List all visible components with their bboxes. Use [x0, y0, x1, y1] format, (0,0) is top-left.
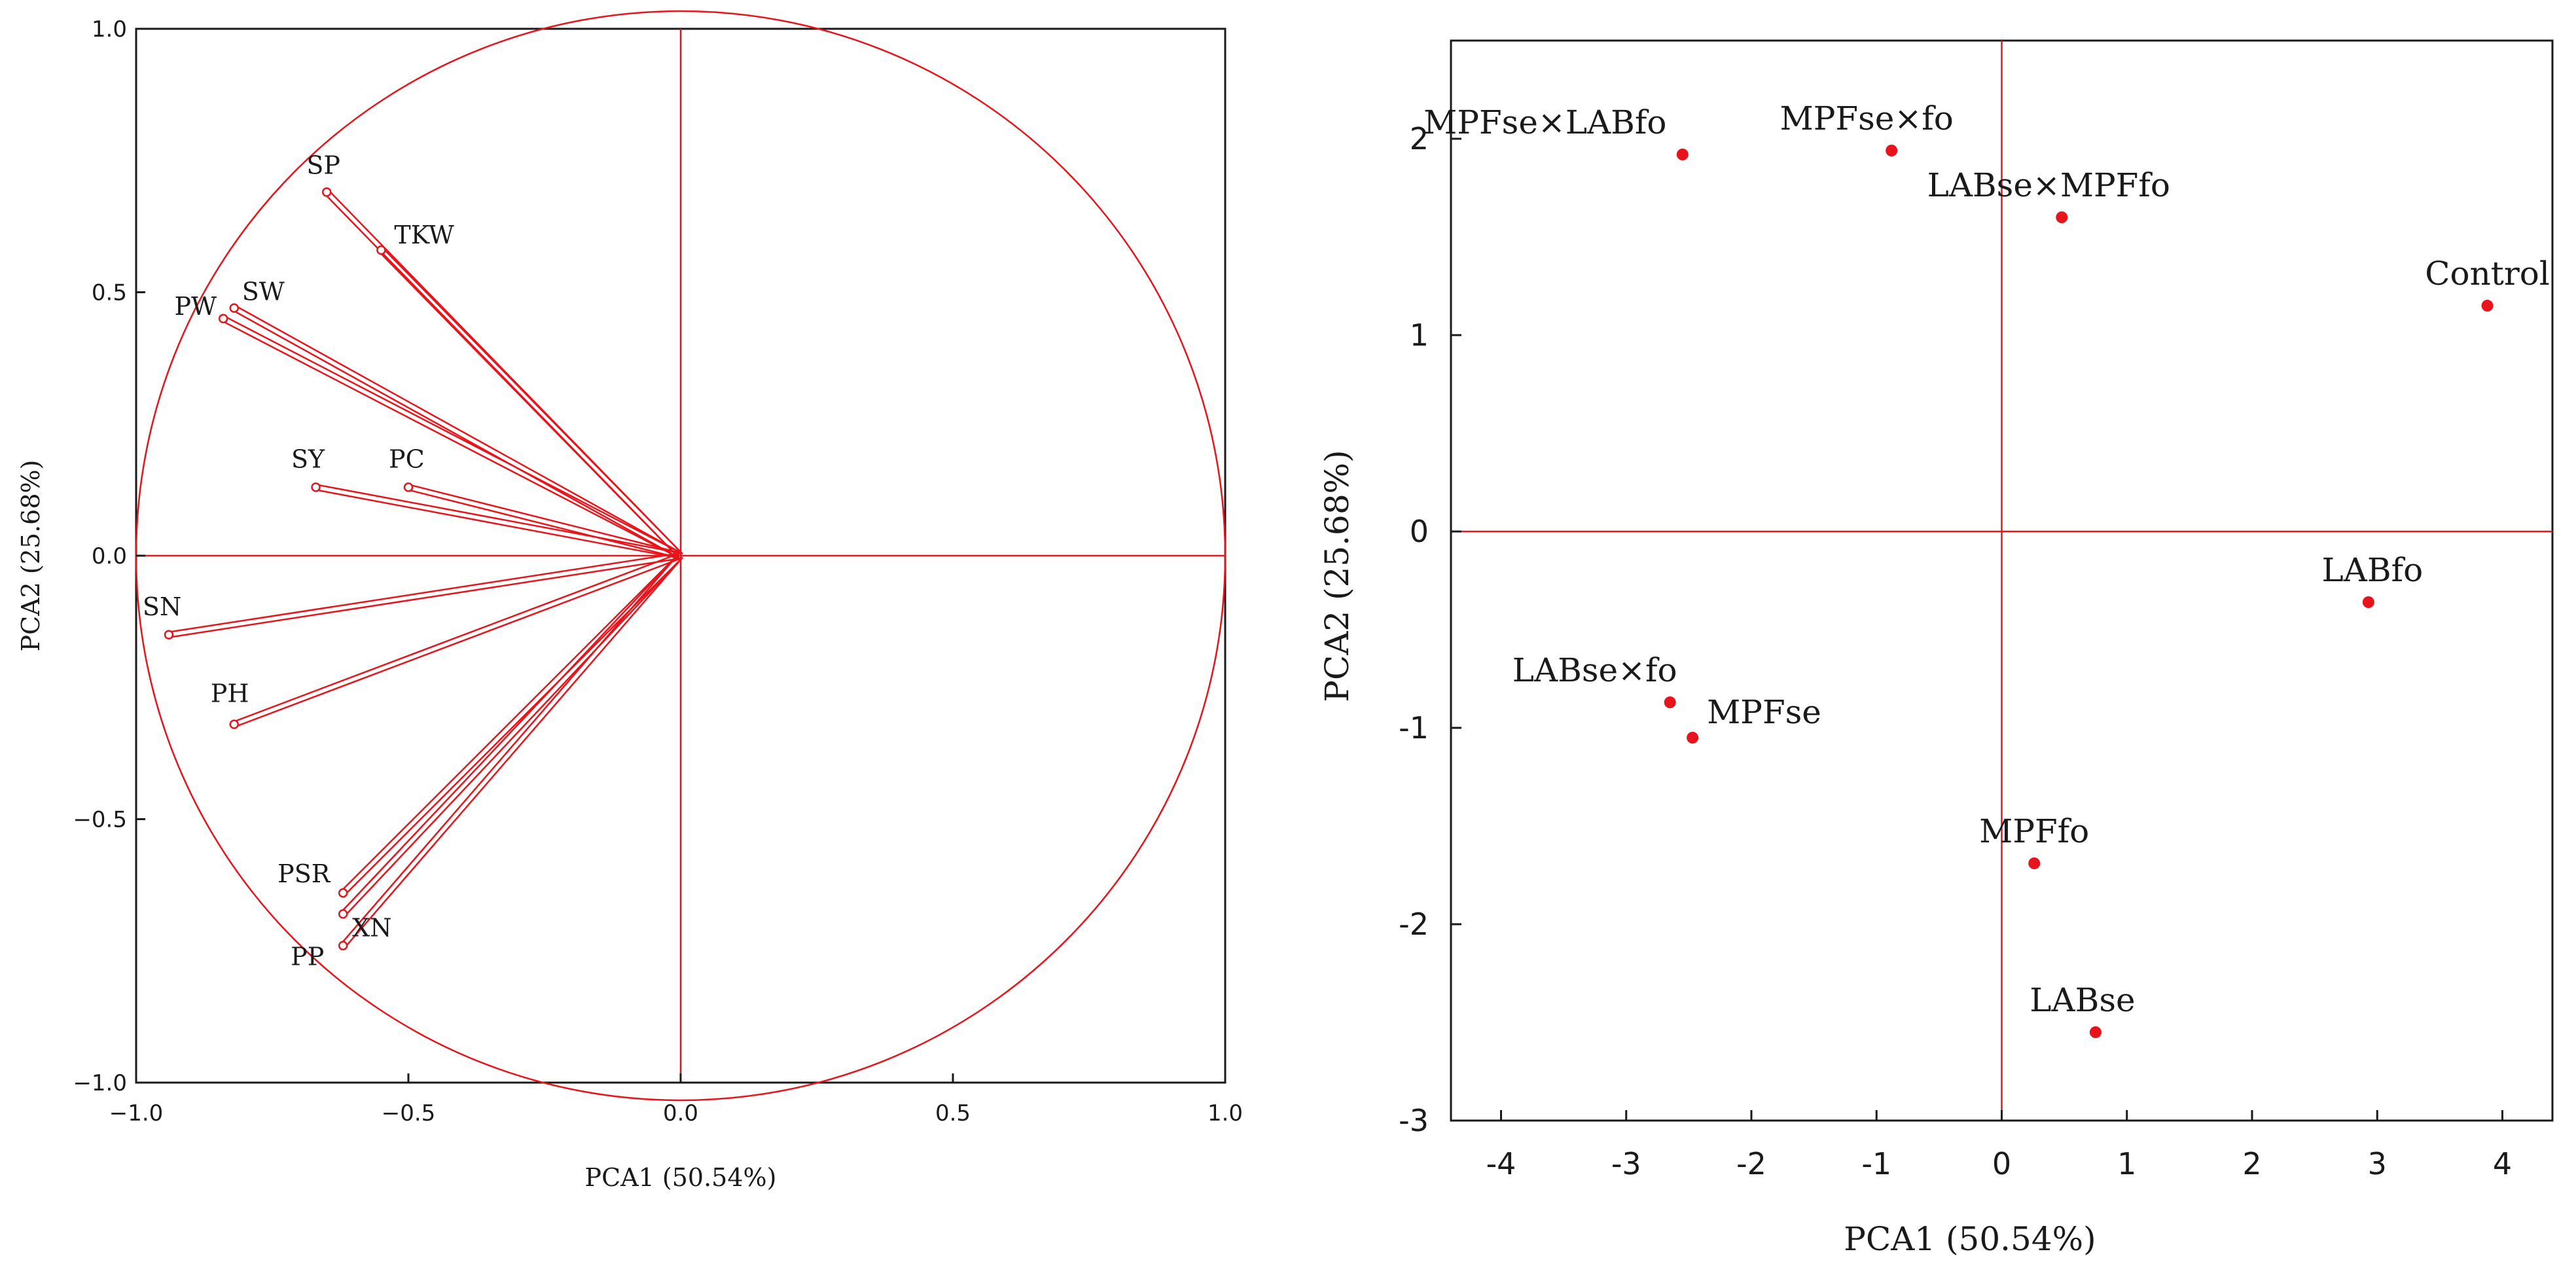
right-x-tick-label: -1: [1861, 1146, 1891, 1181]
left-y-axis-label: PCA2 (25.68%): [16, 460, 45, 652]
loading-vector-pp-edge: [344, 556, 683, 948]
right-x-tick-label: -4: [1486, 1146, 1516, 1181]
loading-vector-pw: [224, 315, 683, 554]
right-x-tick-label: -3: [1611, 1146, 1641, 1181]
loading-point-tkw: [376, 245, 386, 255]
score-label-labfo: LABfo: [2322, 551, 2424, 589]
loading-point-xn: [338, 909, 348, 919]
loading-vector-ph: [232, 552, 681, 723]
score-label-control: Control: [2425, 255, 2550, 293]
loading-point-sn: [164, 630, 174, 639]
loading-label-pc: PC: [389, 444, 425, 473]
loading-point-sw: [229, 303, 240, 313]
scores-chart: -4 -3 -2 -1 0 1 2 3 4 210-1-2-3 MPFse×LABfo MPFse…: [1318, 39, 2554, 1258]
loading-vector-xn: [340, 553, 679, 913]
right-x-tick-label: 0: [1992, 1146, 2011, 1181]
left-x-tick-label: −1.0: [109, 1100, 164, 1126]
right-x-tick-label: -2: [1736, 1146, 1766, 1181]
loading-vector-pc-edge: [407, 489, 681, 560]
score-point-labfo: [2362, 596, 2374, 608]
loading-vector-sw: [235, 305, 683, 554]
left-x-tick-label: −0.5: [382, 1100, 436, 1126]
loading-vector-sn-edge: [169, 557, 681, 638]
score-point-labse-fo: [1664, 696, 1676, 708]
left-y-tick-label: 0.5: [92, 280, 127, 306]
left-x-axis-label: PCA1 (50.54%): [585, 1163, 777, 1192]
right-x-tick-label: 4: [2493, 1146, 2512, 1181]
score-label-labse: LABse: [2030, 981, 2135, 1019]
loading-vector-pw-edge: [221, 320, 680, 559]
right-y-ticks: 2 1 0 -1 -2 -3: [1399, 121, 1461, 1138]
right-y-tick-label: 1: [1410, 317, 1429, 353]
loading-label-sp: SP: [306, 151, 340, 180]
loading-label-pp: PP: [291, 943, 324, 971]
loading-point-sp: [321, 187, 332, 197]
loading-label-psr: PSR: [277, 859, 331, 888]
score-label-mpffo: MPFfo: [1979, 812, 2089, 850]
loading-vectors: [164, 187, 683, 950]
loading-vector-pc: [408, 484, 682, 554]
loading-label-sy: SY: [291, 444, 325, 473]
left-y-tick-label: 1.0: [92, 16, 127, 43]
right-y-axis-label: PCA2 (25.68%): [1318, 450, 1356, 702]
loading-label-tkw: TKW: [394, 221, 454, 249]
loading-label-sn: SN: [143, 592, 181, 621]
loading-label-pw: PW: [174, 292, 217, 321]
loading-labels: SP TKW SW PW SY PC SN PH PSR XN PP: [143, 151, 454, 971]
loadings-chart: −1.0 −0.5 0.0 0.5 1.0 1.0 0.5 0.0 −0.5 −1.0 SP TK…: [16, 10, 1243, 1192]
score-point-labse-mpffo: [2056, 211, 2068, 223]
score-point-mpfse-labfo: [1676, 149, 1689, 160]
left-x-tick-label: 0.0: [663, 1100, 698, 1126]
loading-label-xn: XN: [352, 913, 391, 942]
right-y-tick-label: 2: [1410, 121, 1429, 156]
loading-point-pw: [218, 314, 228, 323]
left-y-tick-label: −0.5: [73, 807, 127, 833]
loading-vector-sw-edge: [232, 310, 680, 559]
left-y-tick-label: −1.0: [73, 1070, 127, 1096]
loading-vector-pp: [340, 553, 679, 944]
score-label-mpfse-labfo: MPFse×LABfo: [1423, 103, 1666, 141]
score-point-mpfse-fo: [1886, 145, 1898, 156]
right-y-tick-label: -1: [1399, 710, 1429, 746]
loading-vector-sy-edge: [315, 489, 681, 560]
loading-point-sy: [311, 482, 321, 492]
loading-point-ph: [229, 719, 240, 729]
right-y-tick-label: 0: [1410, 514, 1429, 549]
loading-point-pp: [338, 941, 348, 950]
left-x-tick-label: 1.0: [1208, 1100, 1243, 1126]
loading-vector-tkw-edge: [378, 251, 680, 558]
loading-vector-sn: [168, 552, 681, 634]
left-y-tick-label: 0.0: [92, 543, 127, 569]
right-x-tick-label: 1: [2117, 1146, 2136, 1181]
score-label-labse-mpffo: LABse×MPFfo: [1927, 166, 2170, 204]
loading-label-ph: PH: [211, 679, 249, 708]
right-y-tick-label: -3: [1399, 1103, 1429, 1138]
left-x-ticks: −1.0 −0.5 0.0 0.5 1.0: [109, 1073, 1243, 1126]
score-point-control: [2481, 300, 2494, 312]
left-y-ticks: 1.0 0.5 0.0 −0.5 −1.0: [73, 16, 145, 1096]
score-point-mpffo: [2028, 857, 2041, 869]
right-y-tick-label: -2: [1399, 907, 1429, 942]
loading-vector-tkw: [382, 247, 683, 555]
loading-point-psr: [338, 888, 348, 898]
right-x-tick-label: 2: [2242, 1146, 2261, 1181]
loading-point-pc: [403, 482, 414, 492]
score-label-labse-fo: LABse×fo: [1512, 651, 1677, 689]
right-x-tick-label: 3: [2368, 1146, 2387, 1181]
loading-vector-psr: [340, 553, 680, 892]
score-label-mpfse-fo: MPFse×fo: [1780, 99, 1954, 137]
right-x-axis-label: PCA1 (50.54%): [1844, 1220, 2096, 1258]
score-labels: MPFse×LABfo MPFse×fo LABse×MPFfo Control LAB…: [1423, 99, 2550, 1019]
score-points: [1664, 145, 2494, 1038]
right-x-ticks: -4 -3 -2 -1 0 1 2 3 4: [1486, 1110, 2512, 1181]
loading-vector-sy: [316, 484, 681, 554]
loading-vector-ph-edge: [234, 557, 682, 728]
score-label-mpfse: MPFse: [1707, 693, 1821, 731]
left-x-tick-label: 0.5: [935, 1100, 971, 1126]
score-point-mpfse: [1687, 732, 1699, 744]
score-point-labse: [2089, 1026, 2102, 1038]
loading-vector-xn-edge: [344, 556, 683, 917]
loading-label-sw: SW: [242, 278, 285, 306]
